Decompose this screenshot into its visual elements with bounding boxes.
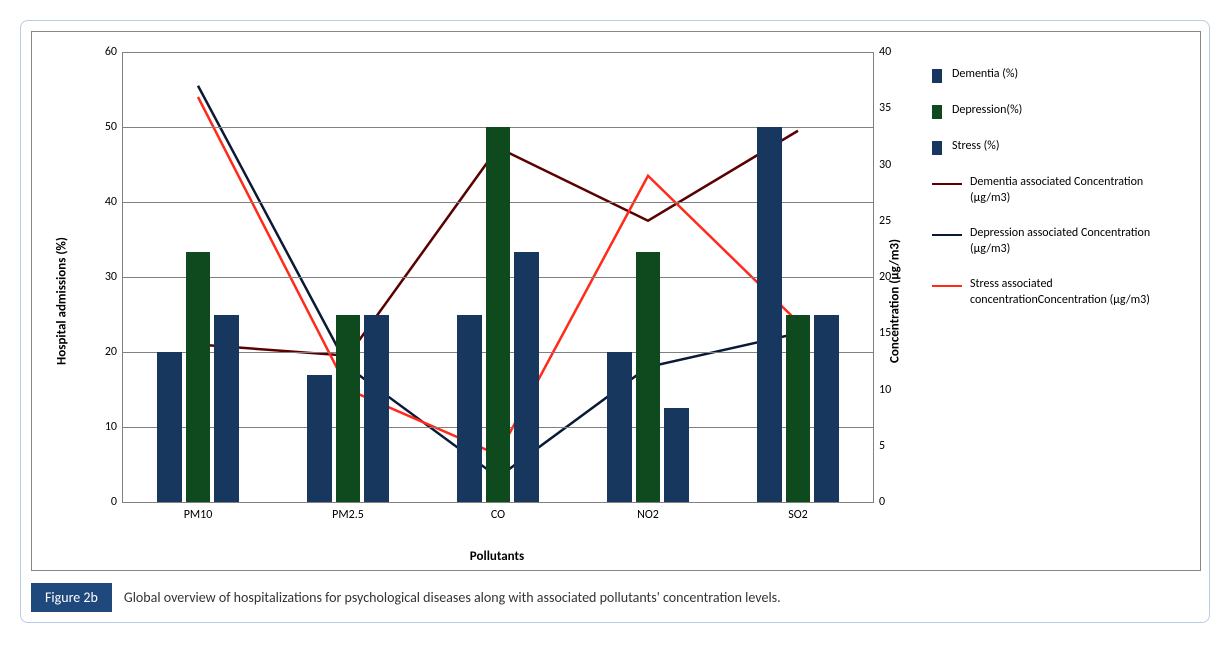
y-tick-right: 25: [879, 214, 891, 228]
x-tick: PM2.5: [332, 508, 364, 522]
x-tick: NO2: [637, 508, 659, 522]
bar: [307, 375, 332, 503]
bar: [814, 315, 839, 503]
y-tick-left: 60: [105, 45, 117, 59]
legend-item: Dementia associated Concentration (µg/m3…: [932, 175, 1182, 206]
bar: [636, 252, 661, 502]
legend-item: Depression associated Concentration (µg/…: [932, 226, 1182, 257]
y-tick-left: 40: [105, 195, 117, 209]
legend: Dementia (%) Depression(%) Stress (%) Demen…: [932, 67, 1182, 329]
bar: [757, 127, 782, 502]
legend-swatch: [932, 105, 942, 119]
figure-badge: Figure 2b: [31, 583, 112, 612]
y-tick-left: 30: [105, 270, 117, 284]
legend-item: Depression(%): [932, 103, 1182, 119]
chart-area: Hospital admissions (%) Concentration (µ…: [31, 31, 1201, 571]
legend-swatch: [932, 69, 942, 83]
legend-label: Depression(%): [952, 103, 1022, 119]
y-tick-right: 30: [879, 158, 891, 172]
y-tick-right: 5: [879, 439, 885, 453]
legend-swatch: [932, 285, 962, 287]
bar: [607, 352, 632, 502]
x-axis-label: Pollutants: [122, 549, 872, 564]
bar: [336, 315, 361, 503]
figure-caption-bar: Figure 2b Global overview of hospitaliza…: [31, 583, 1199, 612]
y-tick-right: 40: [879, 45, 891, 59]
legend-label: Dementia (%): [952, 67, 1018, 83]
gridline: [123, 52, 873, 53]
plot-area: 01020304050600510152025303540PM10PM2.5CO…: [122, 52, 874, 503]
figure-frame: Hospital admissions (%) Concentration (µ…: [20, 20, 1210, 623]
y-tick-left: 50: [105, 120, 117, 134]
y-tick-left: 10: [105, 420, 117, 434]
legend-label: Dementia associated Concentration (µg/m3…: [970, 175, 1182, 206]
legend-swatch: [932, 183, 962, 185]
legend-item: Dementia (%): [932, 67, 1182, 83]
legend-label: Depression associated Concentration (µg/…: [970, 226, 1182, 257]
y-tick-right: 35: [879, 101, 891, 115]
bar: [486, 127, 511, 502]
legend-item: Stress (%): [932, 139, 1182, 155]
bar: [186, 252, 211, 502]
y-tick-right: 0: [879, 495, 885, 509]
y-tick-right: 10: [879, 383, 891, 397]
legend-swatch: [932, 234, 962, 236]
legend-item: Stress associated concentrationConcentra…: [932, 277, 1182, 308]
bar: [157, 352, 182, 502]
figure-caption: Global overview of hospitalizations for …: [124, 589, 781, 606]
x-tick: PM10: [184, 508, 213, 522]
y-axis-right-label: Concentration (µg/m3): [888, 239, 903, 363]
y-axis-left-label: Hospital admissions (%): [55, 237, 70, 365]
legend-label: Stress (%): [952, 139, 999, 155]
bar: [786, 315, 811, 503]
y-tick-right: 15: [879, 326, 891, 340]
bar: [364, 315, 389, 503]
bar: [457, 315, 482, 503]
legend-label: Stress associated concentrationConcentra…: [970, 277, 1182, 308]
bar: [514, 252, 539, 502]
bar: [214, 315, 239, 503]
x-tick: SO2: [788, 508, 808, 522]
x-tick: CO: [491, 508, 505, 522]
y-tick-left: 0: [111, 495, 117, 509]
y-tick-right: 20: [879, 270, 891, 284]
bar: [664, 408, 689, 502]
y-tick-left: 20: [105, 345, 117, 359]
legend-swatch: [932, 141, 942, 155]
